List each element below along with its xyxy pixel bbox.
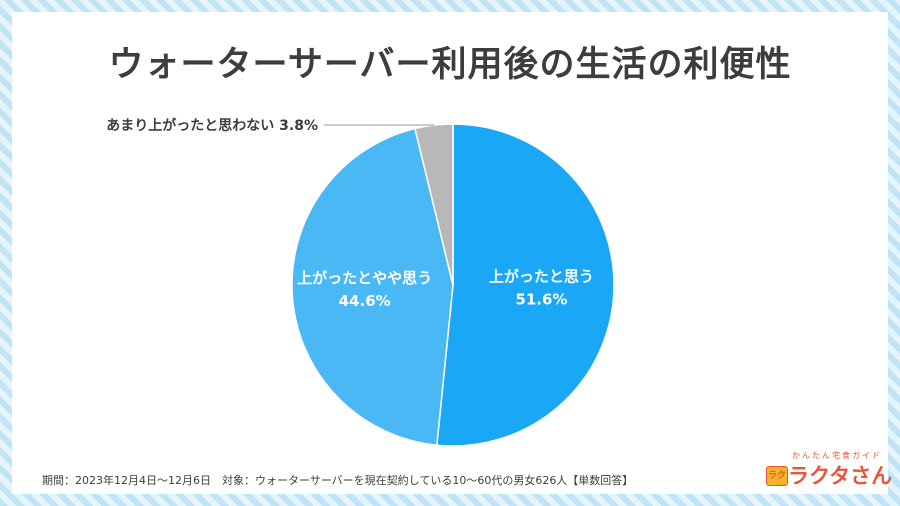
slice-value-label: 51.6%: [515, 290, 567, 308]
survey-footnote: 期間：2023年12月4日～12月6日 対象：ウォーターサーバーを現在契約してい…: [42, 474, 634, 487]
logo-text: ラクタさん: [788, 464, 893, 488]
slice-somewhat-agree: [291, 127, 454, 447]
brand-logo: かんたん宅食ガイド ラク ラクタさん: [760, 450, 892, 490]
page-title: ウォーターサーバー利用後の生活の利便性: [108, 45, 792, 85]
logo-tagline: かんたん宅食ガイド: [792, 451, 882, 460]
chart-card: ウォーターサーバー利用後の生活の利便性 上がったと思う 51.6% 上がったとやや思…: [12, 12, 892, 494]
slice-label: 上がったとやや思う: [297, 269, 432, 287]
slice-label: 上がったと思う: [489, 267, 594, 285]
pie-chart: 上がったと思う 51.6% 上がったとやや思う 44.6% あまり上がったと思わない 3…: [106, 117, 615, 447]
slice-value-label: 44.6%: [339, 292, 391, 310]
slice-label-external: あまり上がったと思わない 3.8%: [106, 117, 318, 134]
logo-badge: ラク: [766, 466, 788, 486]
slice-agree: [436, 123, 615, 447]
